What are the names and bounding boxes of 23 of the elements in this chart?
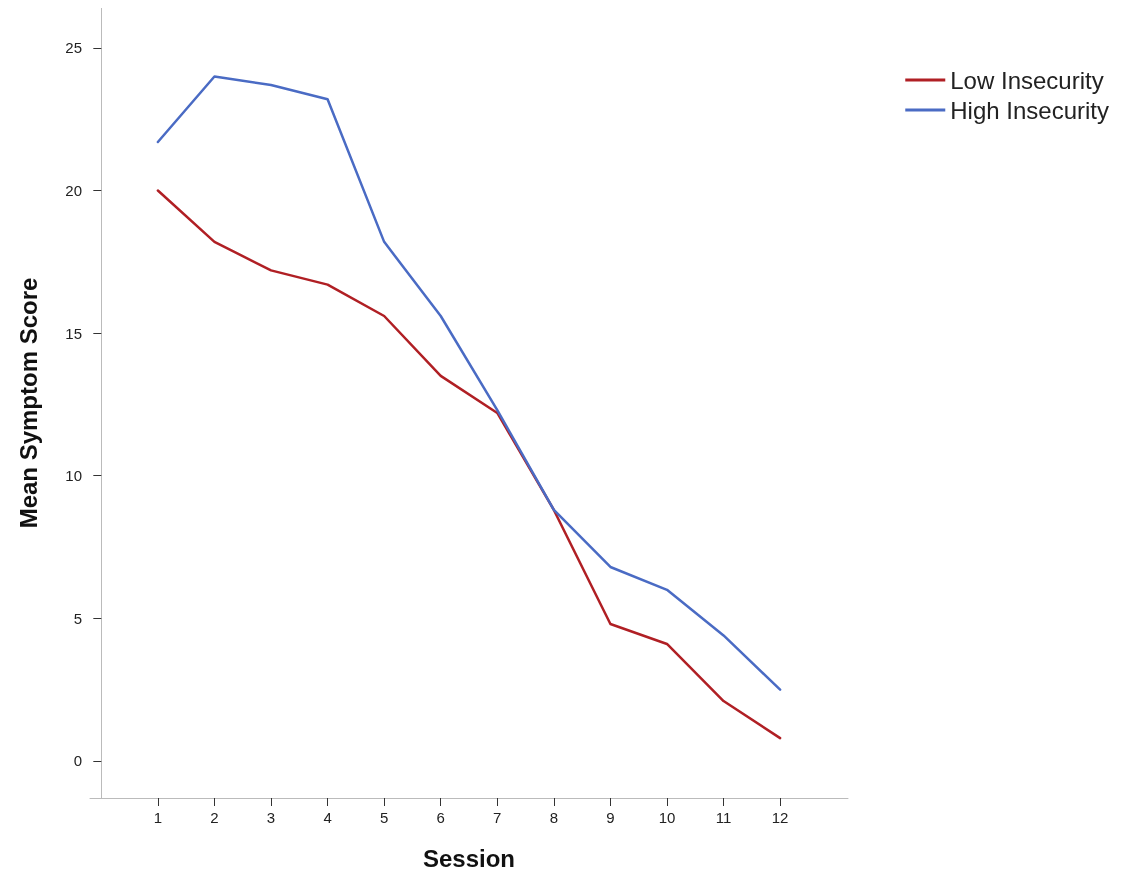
legend-label: Low Insecurity — [950, 66, 1104, 94]
y-axis-title: Mean Symptom Score — [14, 277, 42, 529]
legend-label: High Insecurity — [950, 96, 1109, 124]
x-tick-label: 5 — [379, 809, 389, 826]
x-tick-label: 3 — [266, 809, 276, 826]
x-tick-label: 8 — [549, 809, 559, 826]
line-series — [156, 75, 782, 691]
x-tick-label: 6 — [436, 809, 445, 826]
y-tick-label: 20 — [65, 182, 82, 200]
x-tick-label: 2 — [210, 809, 219, 826]
x-tick-label: 9 — [606, 809, 615, 826]
y-tick-label: 10 — [65, 467, 82, 485]
x-tick-label: 1 — [153, 809, 163, 826]
x-tick-label: 11 — [715, 809, 732, 826]
x-tick-label: 4 — [323, 809, 332, 826]
y-tick-label: 5 — [73, 609, 82, 627]
x-axis-title: Session — [422, 844, 516, 872]
y-tick-label: 0 — [73, 752, 82, 770]
x-tick-label: 12 — [771, 809, 789, 826]
x-tick-label: 7 — [493, 809, 502, 826]
y-tick-label: 15 — [65, 324, 82, 342]
y-tick-label: 25 — [65, 39, 82, 57]
x-tick-label: 10 — [658, 809, 676, 826]
